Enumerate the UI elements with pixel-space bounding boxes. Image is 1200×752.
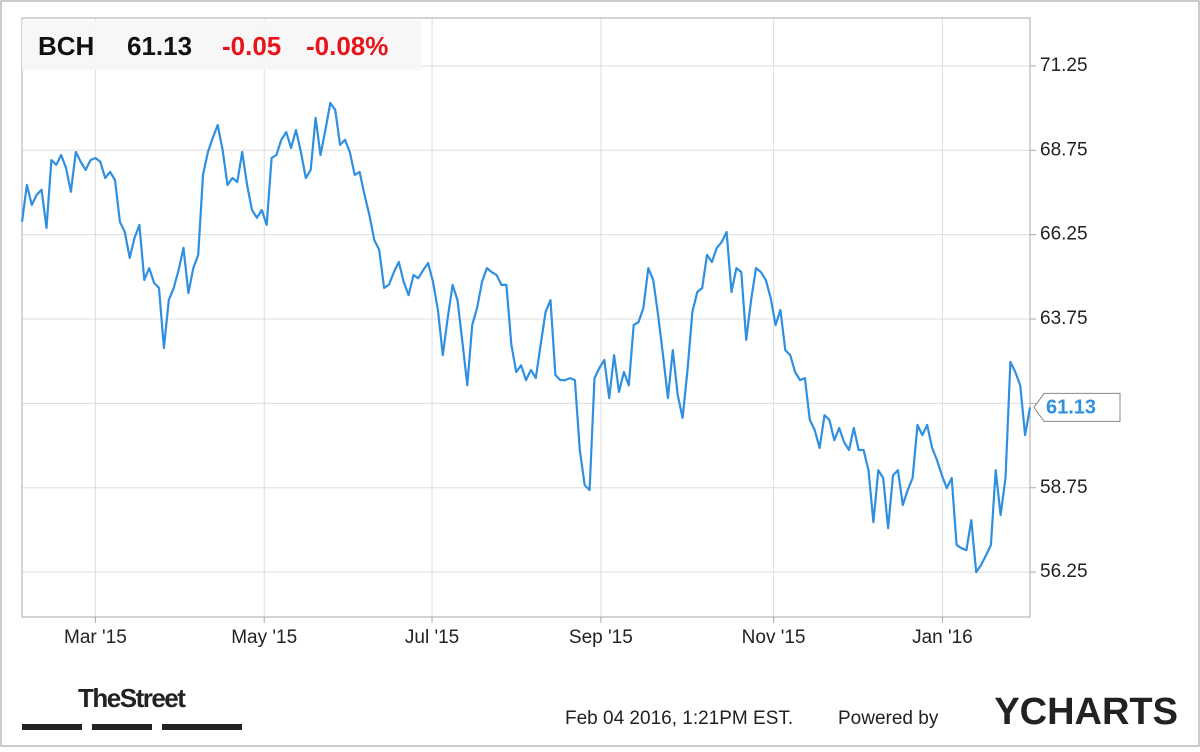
x-tick-label: Sep '15 [569,627,633,648]
y-tick-label: 56.25 [1040,561,1088,582]
plot-area [22,18,1030,617]
brand: YCHARTS [994,691,1178,733]
x-tick-label: May '15 [231,627,297,648]
logo-bar [162,724,242,730]
x-tick-label: Nov '15 [742,627,806,648]
y-tick-label: 58.75 [1040,477,1088,498]
change-percent: -0.08% [306,31,388,61]
ticker: BCH [38,31,94,61]
x-tick-label: Jan '16 [912,627,973,648]
y-tick-label: 63.75 [1040,308,1088,329]
price-line [20,101,1032,574]
y-tick-label: 71.25 [1040,55,1088,76]
timestamp: Feb 04 2016, 1:21PM EST. [565,708,793,729]
x-tick-label: Mar '15 [64,627,127,648]
source-logo: TheStreet [78,683,186,713]
plot-border [21,17,1031,618]
last-value-box [1033,392,1121,422]
logo-bar [22,724,82,730]
logo-bar [92,724,152,730]
y-tick-label: 68.75 [1040,139,1088,160]
last-value-label: 61.13 [1046,397,1096,419]
change: -0.05 [222,31,281,61]
powered-by: Powered by [838,708,939,729]
x-tick-label: Jul '15 [405,627,459,648]
y-tick-label: 66.25 [1040,224,1088,245]
header-box [22,20,422,70]
price: 61.13 [127,31,192,61]
